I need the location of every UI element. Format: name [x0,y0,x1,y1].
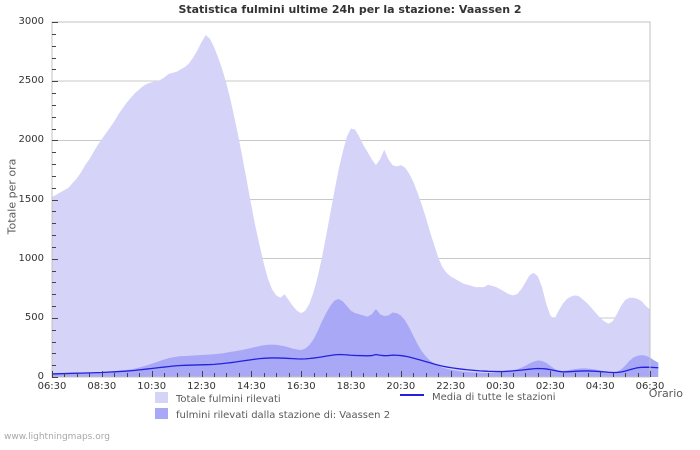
legend-item-station: fulmini rilevati dalla stazione di: Vaas… [155,408,390,421]
y-tick-label: 2000 [18,134,44,146]
series-line-average [51,353,659,375]
x-axis-label: Orario [648,387,683,400]
watermark-text: www.lightningmaps.org [4,432,110,442]
legend-label-station: fulmini rilevati dalla stazione di: Vaas… [176,410,391,421]
legend-label-total: Totale fulmini rilevati [176,394,281,405]
x-tick-label: 06:30 [37,381,67,392]
x-tick-label: 14:30 [236,381,266,392]
x-tick-label: 04:30 [585,381,615,392]
x-tick-label: 18:30 [336,381,366,392]
x-tick-label: 02:30 [535,381,565,392]
y-tick-label: 0 [37,371,44,382]
legend-swatch-total [155,392,168,403]
legend-item-total: Totale fulmini rilevati [155,392,281,405]
chart-legend: Totale fulmini rilevati fulmini rilevati… [0,392,700,424]
y-tick-label: 500 [24,311,44,323]
y-tick-label: 1000 [18,252,44,264]
legend-line-average [400,394,424,396]
x-tick-label: 22:30 [436,381,466,392]
series-area-total [52,35,650,378]
legend-label-average: Media di tutte le stazioni [432,392,556,403]
legend-item-average: Media di tutte le stazioni [400,392,556,403]
x-tick-label: 06:30 [635,381,665,392]
y-tick-label: 1500 [18,193,44,205]
y-tick-label: 3000 [18,16,44,27]
x-tick-label: 12:30 [187,381,216,392]
x-tick-label: 10:30 [137,381,167,392]
y-tick-label: 2500 [18,75,44,87]
x-tick-label: 00:30 [486,381,515,392]
x-tick-label: 08:30 [87,381,117,392]
series-area-station [52,298,659,377]
chart-title: Statistica fulmini ultime 24h per la sta… [178,3,522,16]
x-tick-label: 16:30 [286,381,316,392]
legend-swatch-station [155,408,168,419]
x-tick-label: 20:30 [386,381,416,392]
